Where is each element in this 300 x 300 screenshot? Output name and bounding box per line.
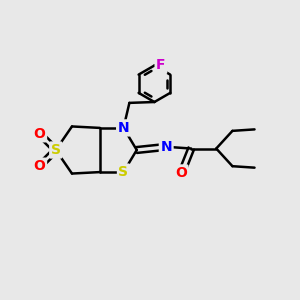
Text: S: S bbox=[51, 143, 61, 157]
Text: N: N bbox=[160, 140, 172, 154]
Text: O: O bbox=[34, 127, 46, 141]
Text: O: O bbox=[34, 159, 46, 173]
Text: O: O bbox=[175, 166, 187, 180]
Text: N: N bbox=[118, 121, 129, 135]
Text: F: F bbox=[156, 58, 166, 73]
Text: S: S bbox=[118, 165, 128, 179]
